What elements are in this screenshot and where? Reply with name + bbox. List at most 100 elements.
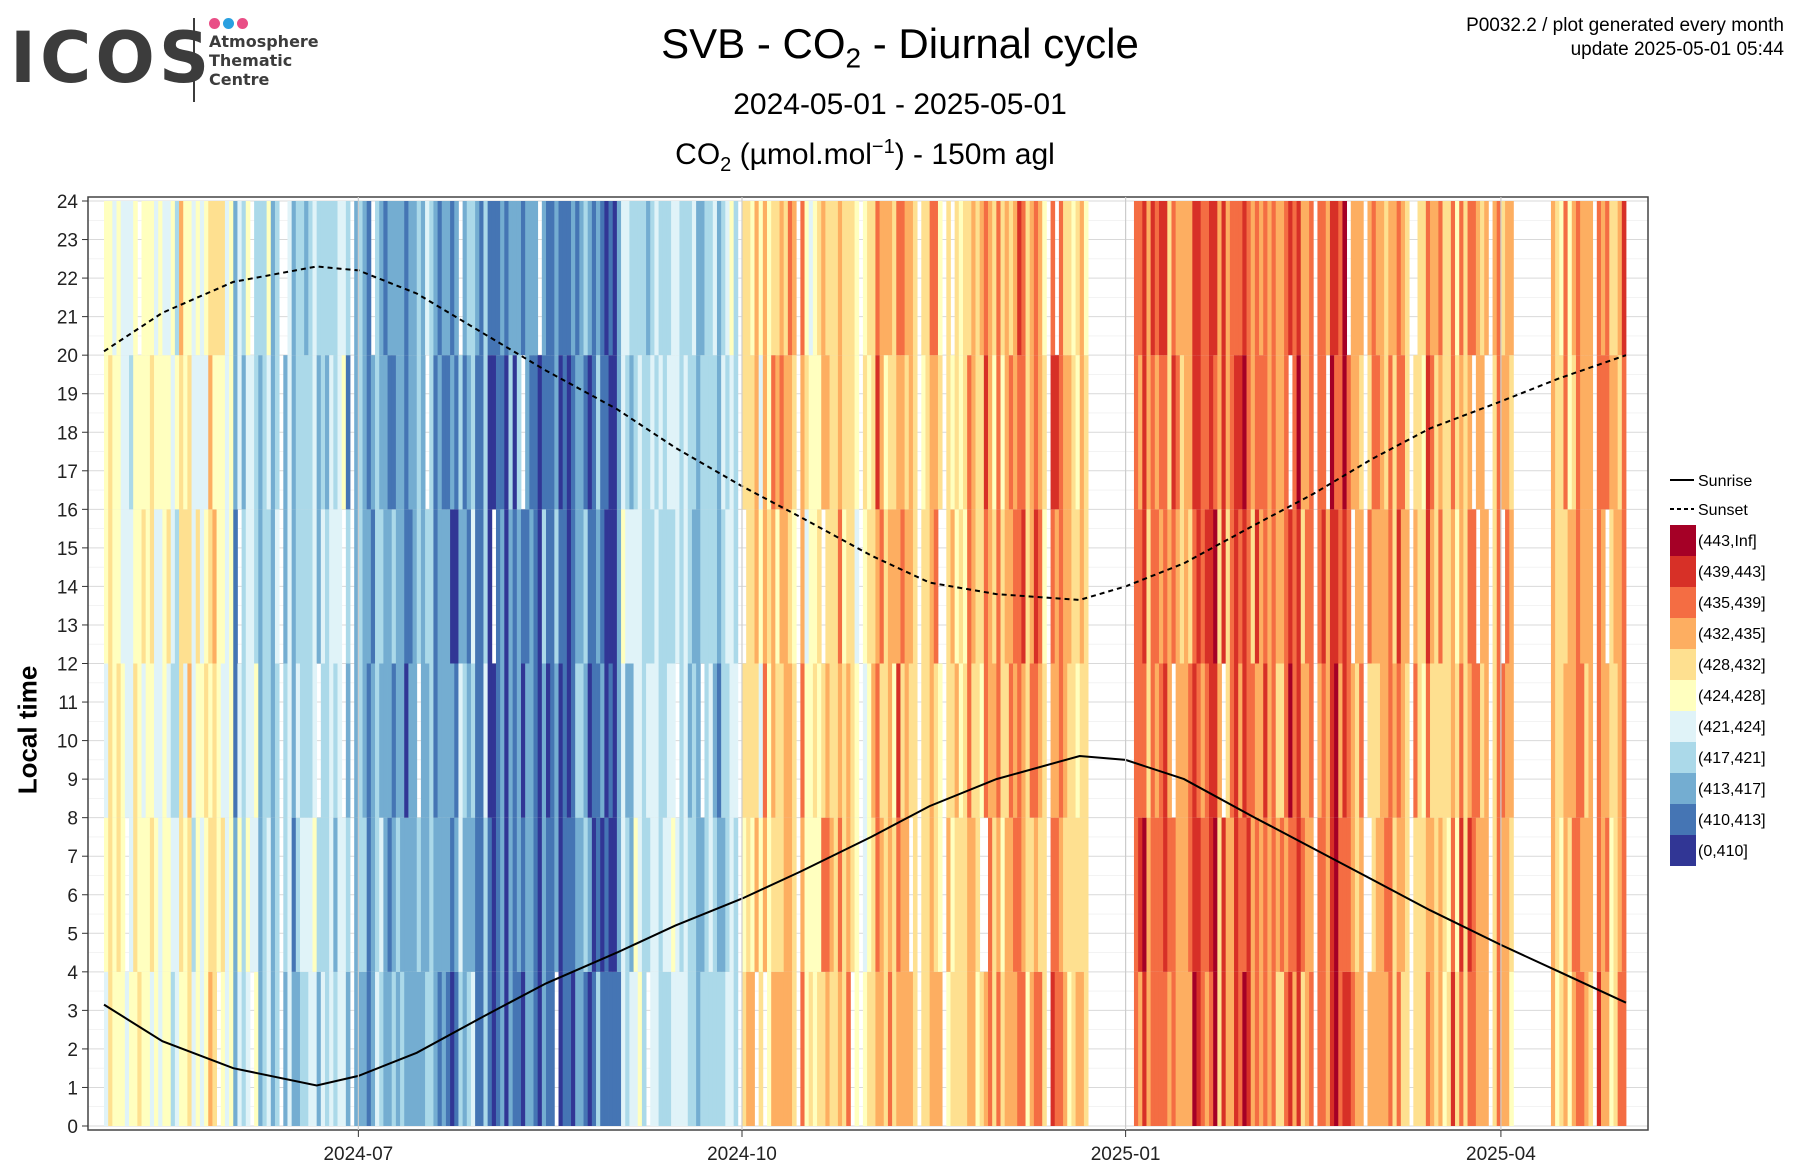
heatmap-tile	[195, 355, 201, 510]
heatmap-tile	[1588, 971, 1594, 1126]
heatmap-tile	[1279, 201, 1285, 356]
heatmap-tile	[1584, 817, 1589, 972]
heatmap-tile	[1309, 201, 1314, 356]
legend-swatch	[1670, 649, 1696, 680]
heatmap-tile	[721, 817, 726, 972]
heatmap-tile	[504, 663, 509, 818]
heatmap-tile	[1054, 971, 1060, 1126]
heatmap-tile	[395, 509, 401, 664]
heatmap-tile	[1179, 971, 1185, 1126]
heatmap-tile	[850, 817, 855, 972]
heatmap-tile	[149, 971, 155, 1126]
heatmap-tile	[566, 509, 572, 664]
heatmap-tile	[779, 971, 785, 1126]
heatmap-tile	[362, 971, 368, 1126]
heatmap-tile	[1054, 817, 1060, 972]
heatmap-tile	[1271, 201, 1277, 356]
heatmap-tile	[629, 663, 634, 818]
heatmap-tile	[704, 201, 710, 356]
heatmap-tile	[1405, 663, 1410, 818]
heatmap-tile	[1250, 201, 1256, 356]
heatmap-tile	[187, 971, 192, 1126]
heatmap-tile	[1588, 201, 1594, 356]
heatmap-tile	[295, 355, 301, 510]
heatmap-tile	[1371, 509, 1377, 664]
heatmap-tile	[1083, 817, 1089, 972]
heatmap-tile	[475, 509, 480, 664]
heatmap-tile	[729, 663, 735, 818]
heatmap-tile	[1171, 817, 1177, 972]
legend-bin-label: (428,432]	[1698, 657, 1766, 674]
heatmap-tile	[120, 971, 126, 1126]
heatmap-tile	[1325, 971, 1331, 1126]
heatmap-tile	[458, 509, 464, 664]
heatmap-tile	[441, 817, 447, 972]
heatmap-tile	[320, 817, 326, 972]
heatmap-tile	[829, 663, 835, 818]
heatmap-tile	[758, 817, 764, 972]
heatmap-tile	[145, 355, 151, 510]
heatmap-tile	[912, 663, 918, 818]
heatmap-tile	[1484, 509, 1489, 664]
heatmap-tile	[1142, 355, 1147, 510]
heatmap-tile	[1196, 663, 1202, 818]
heatmap-tile	[224, 817, 230, 972]
heatmap-tile	[141, 355, 147, 510]
heatmap-tile	[179, 817, 184, 972]
heatmap-tile	[537, 971, 543, 1126]
heatmap-tile	[166, 663, 172, 818]
heatmap-tile	[1204, 817, 1210, 972]
heatmap-tile	[416, 355, 422, 510]
heatmap-tile	[741, 817, 747, 972]
heatmap-tile	[329, 509, 334, 664]
heatmap-tile	[1025, 509, 1031, 664]
heatmap-tile	[1559, 971, 1564, 1126]
unit-text-end: ) - 150m agl	[894, 138, 1055, 171]
heatmap-tile	[149, 817, 155, 972]
heatmap-tile	[1204, 509, 1210, 664]
y-tick-label: 0	[67, 1117, 78, 1138]
heatmap-tile	[220, 201, 226, 356]
heatmap-tile	[1300, 201, 1306, 356]
heatmap-tile	[875, 355, 880, 510]
heatmap-tile	[833, 509, 839, 664]
heatmap-tile	[120, 663, 126, 818]
heatmap-tile	[1417, 355, 1423, 510]
heatmap-tile	[316, 355, 322, 510]
heatmap-tile	[842, 971, 847, 1126]
heatmap-tile	[616, 201, 622, 356]
heatmap-tile	[808, 355, 814, 510]
heatmap-tile	[967, 509, 972, 664]
heatmap-tile	[1284, 201, 1289, 356]
heatmap-tile	[358, 509, 363, 664]
heatmap-tile	[1442, 971, 1448, 1126]
heatmap-tile	[958, 817, 964, 972]
heatmap-tile	[892, 971, 897, 1126]
heatmap-tile	[1329, 971, 1335, 1126]
heatmap-tile	[308, 663, 313, 818]
heatmap-tile	[1596, 971, 1602, 1126]
heatmap-tile	[771, 201, 776, 356]
heatmap-tile	[616, 355, 622, 510]
heatmap-tile	[946, 355, 951, 510]
heatmap-tile	[333, 509, 338, 664]
heatmap-tile	[883, 817, 889, 972]
heatmap-tile	[846, 663, 851, 818]
heatmap-tile	[1346, 355, 1352, 510]
heatmap-tile	[779, 817, 785, 972]
heatmap-tile	[629, 817, 634, 972]
heatmap-tile	[1609, 201, 1614, 356]
heatmap-tile	[1204, 663, 1210, 818]
heatmap-tile	[975, 971, 981, 1126]
heatmap-tile	[1338, 355, 1343, 510]
heatmap-tile	[562, 201, 568, 356]
heatmap-tile	[174, 355, 180, 510]
heatmap-tile	[1142, 971, 1147, 1126]
heatmap-tile	[1450, 817, 1456, 972]
heatmap-tile	[550, 663, 555, 818]
heatmap-tile	[1609, 663, 1614, 818]
heatmap-tile	[804, 663, 810, 818]
heatmap-tile	[1379, 355, 1385, 510]
heatmap-tile	[466, 663, 472, 818]
heatmap-tile	[1175, 663, 1181, 818]
